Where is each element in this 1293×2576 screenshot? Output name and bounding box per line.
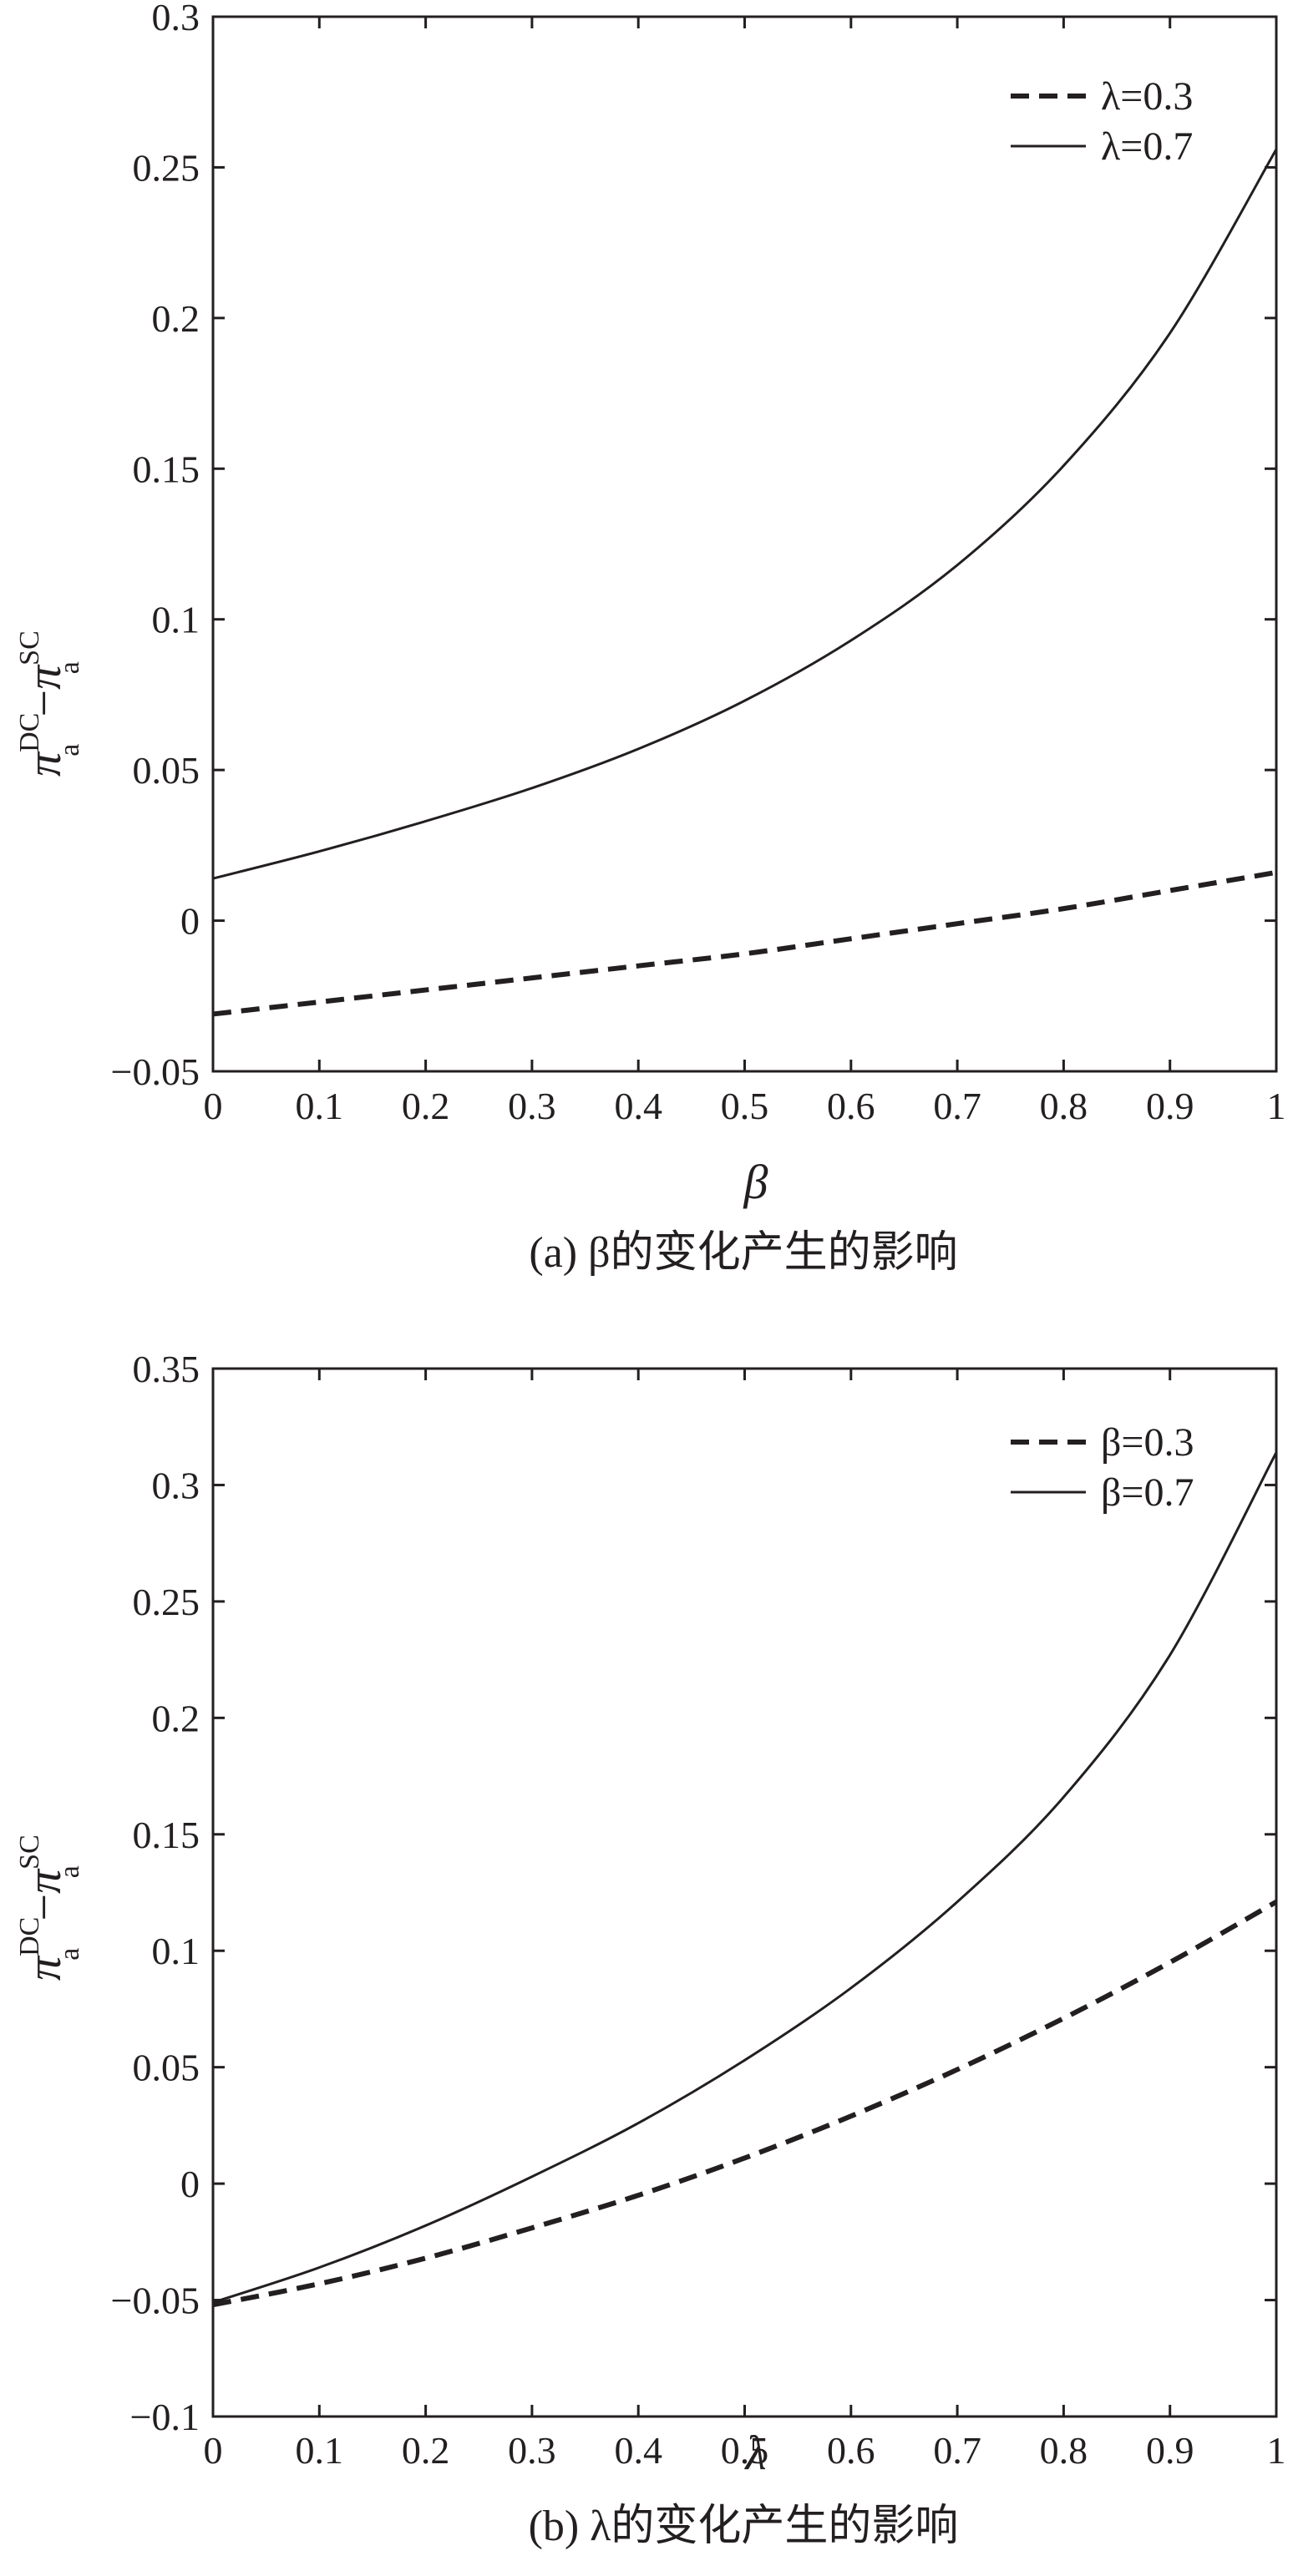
y-tick-label: −0.05 <box>111 1050 200 1093</box>
x-tick-label: 0 <box>204 2429 223 2472</box>
x-tick-label: 0.5 <box>721 1085 769 1127</box>
legend-label-1: λ=0.3 <box>1101 74 1193 119</box>
x-tick-label: 0 <box>204 1085 223 1127</box>
y-tick-label: −0.1 <box>130 2396 200 2438</box>
plot-frame <box>211 1367 1278 2418</box>
x-tick-label: 1 <box>1267 1085 1286 1127</box>
x-tick-label: 0.4 <box>614 1085 662 1127</box>
y-tick-label: −0.05 <box>111 2280 200 2322</box>
x-tick-label: 0.2 <box>402 2429 450 2472</box>
y-tick-label: 0.15 <box>133 1814 200 1856</box>
chart-b-ylabel: πDC a−πSCa <box>14 1835 85 1981</box>
chart-a-xlabel: β <box>743 1155 768 1209</box>
x-tick-label: 0.3 <box>508 1085 556 1127</box>
x-tick-label: 0.6 <box>827 1085 875 1127</box>
y-tick-label: 0.2 <box>152 297 200 340</box>
x-tick-label: 1 <box>1267 2429 1286 2472</box>
series-line-2 <box>212 1451 1278 2304</box>
x-tick-label: 0.6 <box>827 2429 875 2472</box>
y-tick-label: 0.25 <box>133 146 200 189</box>
y-tick-label: 0.1 <box>152 1930 200 1972</box>
series-line-2 <box>212 149 1278 880</box>
chart-b-xlabel: λ <box>743 2426 766 2480</box>
chart-a-marks: λ=0.3 λ=0.7 <box>212 74 1278 1017</box>
chart-a-caption: (a) β的变化产生的影响 <box>529 1229 957 1277</box>
x-tick-label: 0.8 <box>1040 2429 1088 2472</box>
chart-b-svg: 0 0.1 0.2 0.3 0.4 0.5 0.6 0.7 0.8 0.9 1 −0.1 −0.05 0 0… <box>14 1348 1286 2550</box>
x-tick-label: 0.7 <box>933 1085 981 1127</box>
x-tick-label: 0.3 <box>508 2429 556 2472</box>
y-tick-label: 0 <box>180 900 200 943</box>
y-tick-label: 0.1 <box>152 599 200 641</box>
legend-label-2: λ=0.7 <box>1101 124 1193 169</box>
x-tick-label: 0.1 <box>296 1085 344 1127</box>
chart-a-ylabel: πDC a−πSCa <box>14 630 85 777</box>
y-tick-label: 0.05 <box>133 749 200 792</box>
y-tick-label: 0 <box>180 2163 200 2205</box>
x-tick-label: 0.2 <box>402 1085 450 1127</box>
plot-frame <box>211 15 1278 1073</box>
y-tick-label: 0.35 <box>133 1348 200 1390</box>
x-tick-label: 0.7 <box>933 2429 981 2472</box>
x-tick-label: 0.1 <box>296 2429 344 2472</box>
x-tick-label: 0.9 <box>1146 2429 1194 2472</box>
y-tick-label: 0.15 <box>133 448 200 490</box>
y-tick-label: 0.2 <box>152 1697 200 1739</box>
x-tick-label: 0.9 <box>1146 1085 1194 1127</box>
chart-panel-a: 0 0.1 0.2 0.3 0.4 0.5 0.6 0.7 0.8 0.9 1 −0.05 0 0.05 0… <box>14 0 1286 1277</box>
chart-a-svg: 0 0.1 0.2 0.3 0.4 0.5 0.6 0.7 0.8 0.9 1−0.0500.050… <box>14 0 1286 1277</box>
chart-b-axes: 0 0.1 0.2 0.3 0.4 0.5 0.6 0.7 0.8 0.9 1 −0.1 −0.05 0 0… <box>111 1348 1286 2472</box>
y-tick-label: 0.3 <box>152 1464 200 1506</box>
y-tick-label: 0.05 <box>133 2047 200 2089</box>
chart-a-axes: 0 0.1 0.2 0.3 0.4 0.5 0.6 0.7 0.8 0.9 1−0.0500.050… <box>111 0 1286 1127</box>
chart-panel-b: 0 0.1 0.2 0.3 0.4 0.5 0.6 0.7 0.8 0.9 1 −0.1 −0.05 0 0… <box>0 1288 1293 2576</box>
y-tick-label: 0.25 <box>133 1581 200 1623</box>
y-tick-label: 0.3 <box>152 0 200 38</box>
legend-label-2: β=0.7 <box>1101 1470 1194 1515</box>
x-tick-label: 0.8 <box>1040 1085 1088 1127</box>
chart-b-caption: (b) λ的变化产生的影响 <box>529 2503 959 2550</box>
legend-label-1: β=0.3 <box>1101 1420 1194 1465</box>
series-line-1 <box>212 869 1277 1017</box>
chart-b-marks: β=0.3 β=0.7 <box>212 1420 1278 2308</box>
x-tick-label: 0.4 <box>614 2429 662 2472</box>
x-tick-label: 0.5 <box>721 2429 769 2472</box>
series-line-1 <box>212 1900 1278 2308</box>
